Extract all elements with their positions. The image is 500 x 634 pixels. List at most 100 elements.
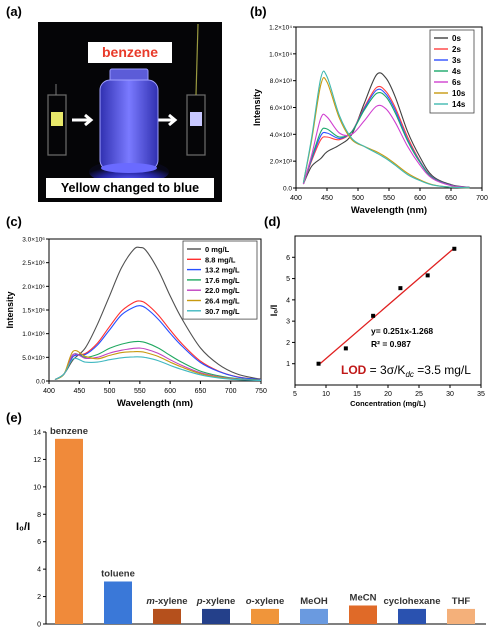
x-tick-label: 600 bbox=[414, 195, 426, 202]
bar-label: toluene bbox=[101, 568, 135, 579]
legend-entry: 10s bbox=[452, 89, 466, 98]
bar bbox=[202, 608, 230, 624]
y-tick-label: 5 bbox=[286, 276, 290, 283]
y-tick-label: 8.0×10³ bbox=[270, 78, 293, 85]
x-tick-label: 750 bbox=[255, 388, 267, 395]
x-tick-label: 450 bbox=[321, 195, 333, 202]
chart-c: 400 450 500 550 600 650 700 750 0.0 5.0×10⁵ 1.0×10… bbox=[5, 237, 267, 410]
series-line bbox=[302, 104, 470, 189]
x-tick-label: 650 bbox=[195, 388, 207, 395]
legend-entry: 4s bbox=[452, 67, 461, 76]
lod-annotation: LOD = 3σ/Kdc =3.5 mg/L bbox=[341, 363, 471, 379]
y-tick-label: 6 bbox=[286, 255, 290, 262]
chart-e: 0 2 4 6 8 10 12 14 I₀/I benzene toluene m-xylene p-x… bbox=[16, 426, 486, 629]
y-axis-label: Intensity bbox=[252, 89, 262, 126]
legend-entry: 22.0 mg/L bbox=[205, 286, 240, 295]
y-tick-label: 14 bbox=[33, 430, 41, 437]
x-tick-label: 400 bbox=[290, 195, 302, 202]
data-point bbox=[371, 313, 376, 318]
y-axis-label: I₀/I bbox=[269, 305, 279, 317]
legend-entry: 14s bbox=[452, 100, 466, 109]
series-line bbox=[302, 77, 470, 189]
legend-entry: 6s bbox=[452, 78, 461, 87]
x-tick-label: 15 bbox=[353, 391, 361, 398]
panel-label-c: (c) bbox=[6, 214, 22, 229]
panel-label-d: (d) bbox=[264, 214, 281, 229]
legend-box bbox=[182, 240, 258, 320]
bar-label: THF bbox=[452, 596, 471, 607]
bar bbox=[447, 608, 475, 624]
plot-frame bbox=[48, 238, 262, 382]
series-line bbox=[302, 70, 470, 189]
x-axis-label: Wavelength (nm) bbox=[117, 398, 193, 409]
series-line bbox=[302, 88, 470, 189]
arrow-right-icon bbox=[72, 113, 94, 127]
legend-entry: 3s bbox=[452, 56, 461, 65]
series-line bbox=[54, 347, 262, 381]
y-tick-label: 2 bbox=[286, 340, 290, 347]
x-tick-label: 400 bbox=[43, 388, 55, 395]
y-tick-label: 1 bbox=[286, 361, 290, 368]
y-tick-label: 10 bbox=[33, 484, 41, 491]
y-tick-label: 0.0 bbox=[283, 186, 292, 193]
y-tick-label: 0.0 bbox=[36, 379, 45, 386]
bar-label: MeOH bbox=[300, 596, 328, 607]
legend-entry: 13.2 mg/L bbox=[205, 266, 240, 275]
y-tick-label: 1.5×10⁶ bbox=[22, 308, 45, 315]
y-tick-label: 2.0×10⁶ bbox=[22, 284, 45, 291]
y-tick-label: 3 bbox=[286, 319, 290, 326]
series-line bbox=[54, 356, 262, 381]
x-tick-label: 650 bbox=[445, 195, 457, 202]
photo-caption: Yellow changed to blue bbox=[46, 178, 214, 198]
bar bbox=[104, 581, 132, 624]
bar-label: m-xylene bbox=[146, 596, 187, 607]
series-line bbox=[302, 91, 470, 189]
x-axis-label: Wavelength (nm) bbox=[351, 205, 427, 216]
x-tick-label: 700 bbox=[225, 388, 237, 395]
y-tick-label: 1.0×10⁶ bbox=[22, 331, 45, 338]
x-tick-label: 500 bbox=[104, 388, 116, 395]
x-tick-label: 500 bbox=[352, 195, 364, 202]
x-tick-label: 450 bbox=[73, 388, 85, 395]
y-tick-label: 2.0×10³ bbox=[270, 159, 293, 166]
legend-entry: 8.8 mg/L bbox=[205, 255, 236, 264]
legend-entry: 2s bbox=[452, 45, 461, 54]
x-tick-label: 700 bbox=[476, 195, 488, 202]
series-line bbox=[54, 246, 262, 381]
arrow-right-icon bbox=[156, 113, 178, 127]
x-axis-label: Concentration (mg/L) bbox=[350, 399, 426, 408]
bar bbox=[55, 438, 83, 624]
series-line bbox=[302, 72, 470, 188]
y-tick-label: 6.0×10³ bbox=[270, 105, 293, 112]
x-tick-label: 5 bbox=[293, 391, 297, 398]
y-tick-label: 5.0×10⁵ bbox=[22, 355, 45, 362]
plot-frame bbox=[295, 26, 483, 189]
y-tick-label: 2.5×10⁶ bbox=[22, 260, 45, 267]
x-tick-label: 550 bbox=[383, 195, 395, 202]
y-tick-label: 0 bbox=[37, 622, 41, 629]
y-tick-label: 4 bbox=[37, 567, 41, 574]
legend-entry: 30.7 mg/L bbox=[205, 307, 240, 316]
series-line bbox=[54, 300, 262, 381]
x-tick-label: 550 bbox=[134, 388, 146, 395]
legend-entry: 0s bbox=[452, 34, 461, 43]
bar-label: MeCN bbox=[350, 592, 377, 603]
legend-entry: 26.4 mg/L bbox=[205, 297, 240, 306]
fit-line bbox=[319, 247, 455, 364]
data-point bbox=[425, 273, 430, 278]
y-tick-label: 1.2×10⁴ bbox=[269, 25, 292, 32]
plot-frame bbox=[294, 235, 482, 386]
chart-d: 5 10 15 20 25 30 35 1 2 3 4 5 6 Concentration (mg/L) I… bbox=[269, 235, 485, 408]
y-tick-label: 12 bbox=[33, 457, 41, 464]
bar-label: o-xylene bbox=[246, 596, 285, 607]
data-point bbox=[452, 246, 457, 251]
series-line bbox=[302, 85, 470, 189]
x-tick-label: 20 bbox=[384, 391, 392, 398]
series-line bbox=[54, 349, 262, 381]
y-tick-label: 8 bbox=[37, 512, 41, 519]
yellow-sample-strip bbox=[51, 112, 63, 126]
bar-label: cyclohexane bbox=[383, 596, 440, 607]
x-tick-label: 25 bbox=[415, 391, 423, 398]
bar bbox=[300, 608, 328, 624]
fit-equation: y= 0.251x-1.268 bbox=[371, 326, 433, 336]
